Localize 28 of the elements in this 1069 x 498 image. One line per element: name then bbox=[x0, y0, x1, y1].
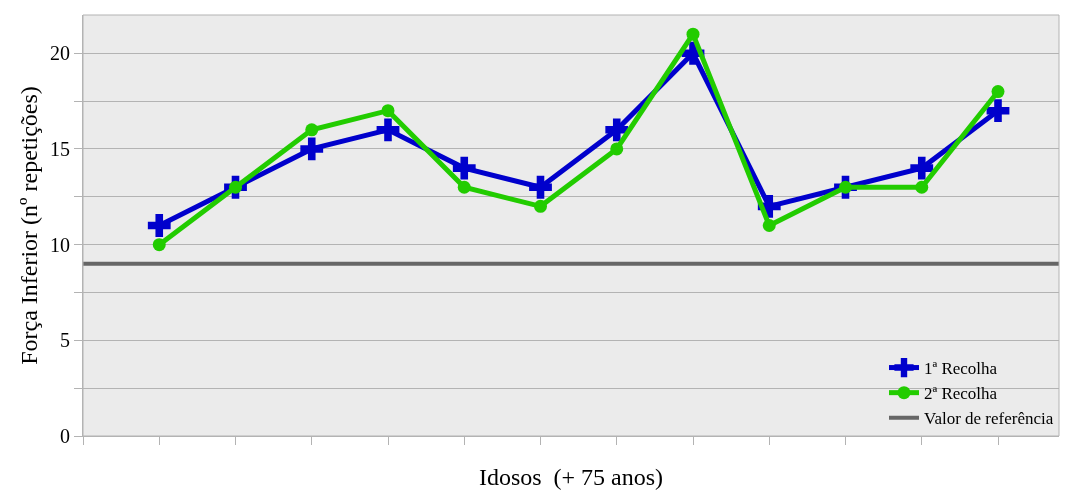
point bbox=[300, 137, 324, 161]
legend-label: 2ª Recolha bbox=[924, 384, 998, 404]
y-tick-label: 0 bbox=[60, 425, 70, 447]
point bbox=[686, 27, 700, 41]
y-tick-label: 15 bbox=[50, 137, 70, 160]
point bbox=[915, 180, 929, 194]
point bbox=[991, 85, 1005, 99]
legend-label: Valor de referência bbox=[924, 409, 1054, 429]
point bbox=[305, 123, 319, 137]
y-axis-title: Força Inferior (nº repetições) bbox=[16, 86, 43, 365]
point bbox=[529, 175, 552, 199]
point bbox=[605, 118, 629, 142]
point bbox=[610, 142, 624, 156]
point bbox=[452, 156, 476, 180]
point bbox=[147, 214, 171, 237]
y-tick-label: 5 bbox=[60, 329, 70, 352]
point bbox=[910, 156, 934, 180]
x-axis-title: Idosos (+ 75 anos) bbox=[478, 464, 664, 491]
point bbox=[152, 238, 166, 252]
y-tick-label: 10 bbox=[50, 233, 70, 256]
legend-label: 1ª Recolha bbox=[924, 359, 998, 379]
point bbox=[534, 199, 547, 213]
point bbox=[986, 99, 1010, 123]
point bbox=[376, 118, 400, 142]
y-tick-label: 20 bbox=[50, 42, 70, 65]
point bbox=[762, 219, 776, 232]
point bbox=[457, 180, 471, 194]
point bbox=[381, 104, 395, 118]
